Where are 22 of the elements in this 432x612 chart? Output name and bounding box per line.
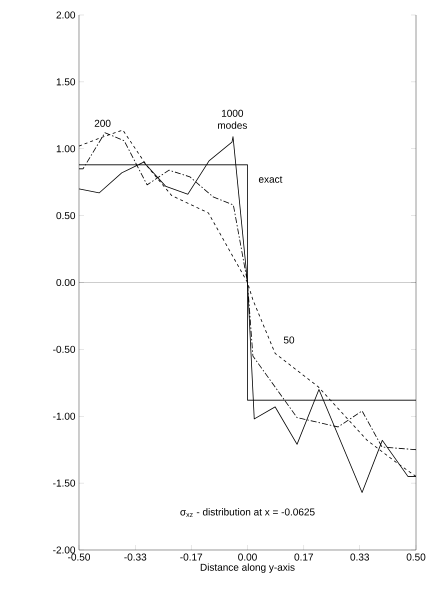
series-label: 1000 modes (218, 110, 247, 129)
y-tick-label: 1.50 (56, 78, 76, 86)
y-tick-label: -1.00 (53, 412, 76, 420)
x-tick-label: 0.33 (350, 554, 370, 561)
x-tick-label: 0.50 (406, 554, 426, 561)
x-tick-label: 0.00 (238, 554, 257, 561)
x-tick-label: -0.17 (180, 554, 202, 561)
x-tick-label: -0.50 (68, 554, 90, 561)
y-tick-label: 0.50 (56, 212, 76, 220)
y-tick-label: -0.50 (53, 346, 76, 353)
y-tick-label: 2.00 (56, 11, 76, 19)
x-tick-label: 0.17 (294, 554, 314, 561)
x-tick-label: -0.33 (124, 554, 146, 561)
annotation: σ$_{xz}$ - distribution at x = -0.0625 (180, 508, 315, 517)
series-label: exact (258, 176, 282, 183)
series-label: 50 (284, 336, 294, 344)
y-tick-label: -1.50 (53, 480, 76, 487)
series-label: 200 (94, 120, 111, 127)
x-axis-title: Distance along y-axis (200, 563, 295, 573)
y-tick-label: 1.00 (56, 145, 76, 152)
y-tick-label: -2.00 (53, 546, 76, 554)
y-tick-label: 0.00 (56, 278, 76, 286)
